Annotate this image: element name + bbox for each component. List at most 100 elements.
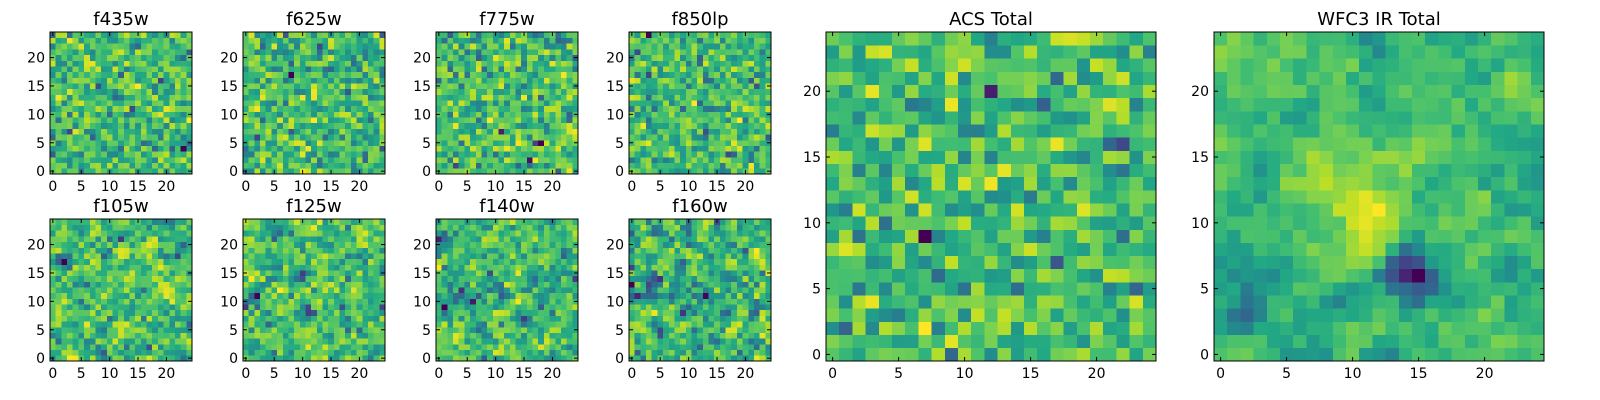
- heatmap-cell: [152, 66, 159, 73]
- heatmap-cell: [339, 241, 346, 248]
- heatmap-cell: [697, 343, 704, 350]
- heatmap-cell: [67, 343, 74, 350]
- heatmap-cell: [84, 139, 91, 146]
- heatmap-cell: [123, 355, 130, 362]
- heatmap-cell: [140, 258, 147, 265]
- heatmap-cell: [367, 321, 374, 328]
- heatmap-cell: [254, 139, 261, 146]
- heatmap-cell: [373, 241, 380, 248]
- heatmap-cell: [560, 66, 567, 73]
- heatmap-cell: [254, 349, 261, 356]
- heatmap-cell: [84, 292, 91, 299]
- heatmap-cell: [350, 88, 357, 95]
- heatmap-cell: [248, 151, 255, 158]
- heatmap-cell: [441, 219, 448, 226]
- heatmap-cell: [697, 145, 704, 152]
- heatmap-cell: [697, 321, 704, 328]
- heatmap-cell: [498, 241, 505, 248]
- heatmap-cell: [50, 224, 57, 231]
- heatmap-cell: [72, 309, 79, 316]
- heatmap-cell: [697, 326, 704, 333]
- heatmap-cell: [163, 281, 170, 288]
- heatmap-cell: [146, 66, 153, 73]
- heatmap-cell: [78, 338, 85, 345]
- heatmap-cell: [441, 77, 448, 84]
- heatmap-cell: [299, 304, 306, 311]
- heatmap-cell: [555, 105, 562, 112]
- heatmap-cell: [271, 134, 278, 141]
- heatmap-cell: [640, 77, 647, 84]
- heatmap-cell: [538, 71, 545, 78]
- heatmap-cell: [504, 253, 511, 260]
- heatmap-cell: [702, 139, 709, 146]
- heatmap-cell: [651, 66, 658, 73]
- heatmap-cell: [674, 355, 681, 362]
- heatmap-cell: [55, 66, 62, 73]
- heatmap-cell: [101, 60, 108, 67]
- heatmap-cell: [123, 304, 130, 311]
- heatmap-cell: [475, 326, 482, 333]
- heatmap-cell: [95, 122, 102, 129]
- heatmap-cell: [492, 230, 499, 237]
- heatmap-cell: [697, 32, 704, 39]
- heatmap-cell: [436, 145, 443, 152]
- heatmap-cell: [333, 258, 340, 265]
- heatmap-cell: [504, 349, 511, 356]
- heatmap-cell: [243, 151, 250, 158]
- heatmap-cell: [475, 32, 482, 39]
- heatmap-cell: [702, 83, 709, 90]
- heatmap-cell: [316, 32, 323, 39]
- heatmap-cell: [714, 287, 721, 294]
- heatmap-cell: [526, 343, 533, 350]
- heatmap-cell: [78, 275, 85, 282]
- heatmap-cell: [367, 343, 374, 350]
- heatmap-cell: [657, 60, 664, 67]
- heatmap-cell: [322, 298, 329, 305]
- heatmap-cell: [89, 281, 96, 288]
- heatmap-cell: [157, 304, 164, 311]
- heatmap-cell: [152, 105, 159, 112]
- heatmap-cell: [373, 77, 380, 84]
- heatmap-cell: [186, 32, 193, 39]
- heatmap-cell: [742, 349, 749, 356]
- heatmap-cell: [475, 264, 482, 271]
- heatmap-cell: [657, 281, 664, 288]
- heatmap-cell: [152, 83, 159, 90]
- heatmap-cell: [299, 247, 306, 254]
- heatmap-cell: [560, 100, 567, 107]
- heatmap-cell: [157, 287, 164, 294]
- heatmap-cell: [651, 326, 658, 333]
- heatmap-cell: [736, 111, 743, 118]
- heatmap-cell: [492, 156, 499, 163]
- heatmap-cell: [345, 264, 352, 271]
- heatmap-cell: [453, 122, 460, 129]
- heatmap-cell: [265, 292, 272, 299]
- heatmap-cell: [691, 77, 698, 84]
- heatmap-cell: [112, 326, 119, 333]
- heatmap-cell: [260, 326, 267, 333]
- heatmap-cell: [379, 94, 386, 101]
- heatmap-cell: [640, 32, 647, 39]
- heatmap-cell: [277, 37, 284, 44]
- heatmap-cell: [572, 100, 579, 107]
- heatmap-cell: [152, 236, 159, 243]
- heatmap-cell: [129, 32, 136, 39]
- heatmap-cell: [714, 83, 721, 90]
- heatmap-cell: [84, 247, 91, 254]
- heatmap-cell: [629, 60, 636, 67]
- heatmap-cell: [294, 128, 301, 135]
- heatmap-cell: [515, 37, 522, 44]
- heatmap-cell: [475, 292, 482, 299]
- heatmap-cell: [106, 326, 113, 333]
- heatmap-cell: [572, 236, 579, 243]
- heatmap-cell: [50, 332, 57, 339]
- heatmap-cell: [265, 281, 272, 288]
- heatmap-cell: [84, 355, 91, 362]
- heatmap-cell: [146, 71, 153, 78]
- heatmap-cell: [521, 156, 528, 163]
- heatmap-cell: [498, 117, 505, 124]
- heatmap-cell: [350, 168, 357, 175]
- heatmap-cell: [367, 224, 374, 231]
- heatmap-cell: [702, 88, 709, 95]
